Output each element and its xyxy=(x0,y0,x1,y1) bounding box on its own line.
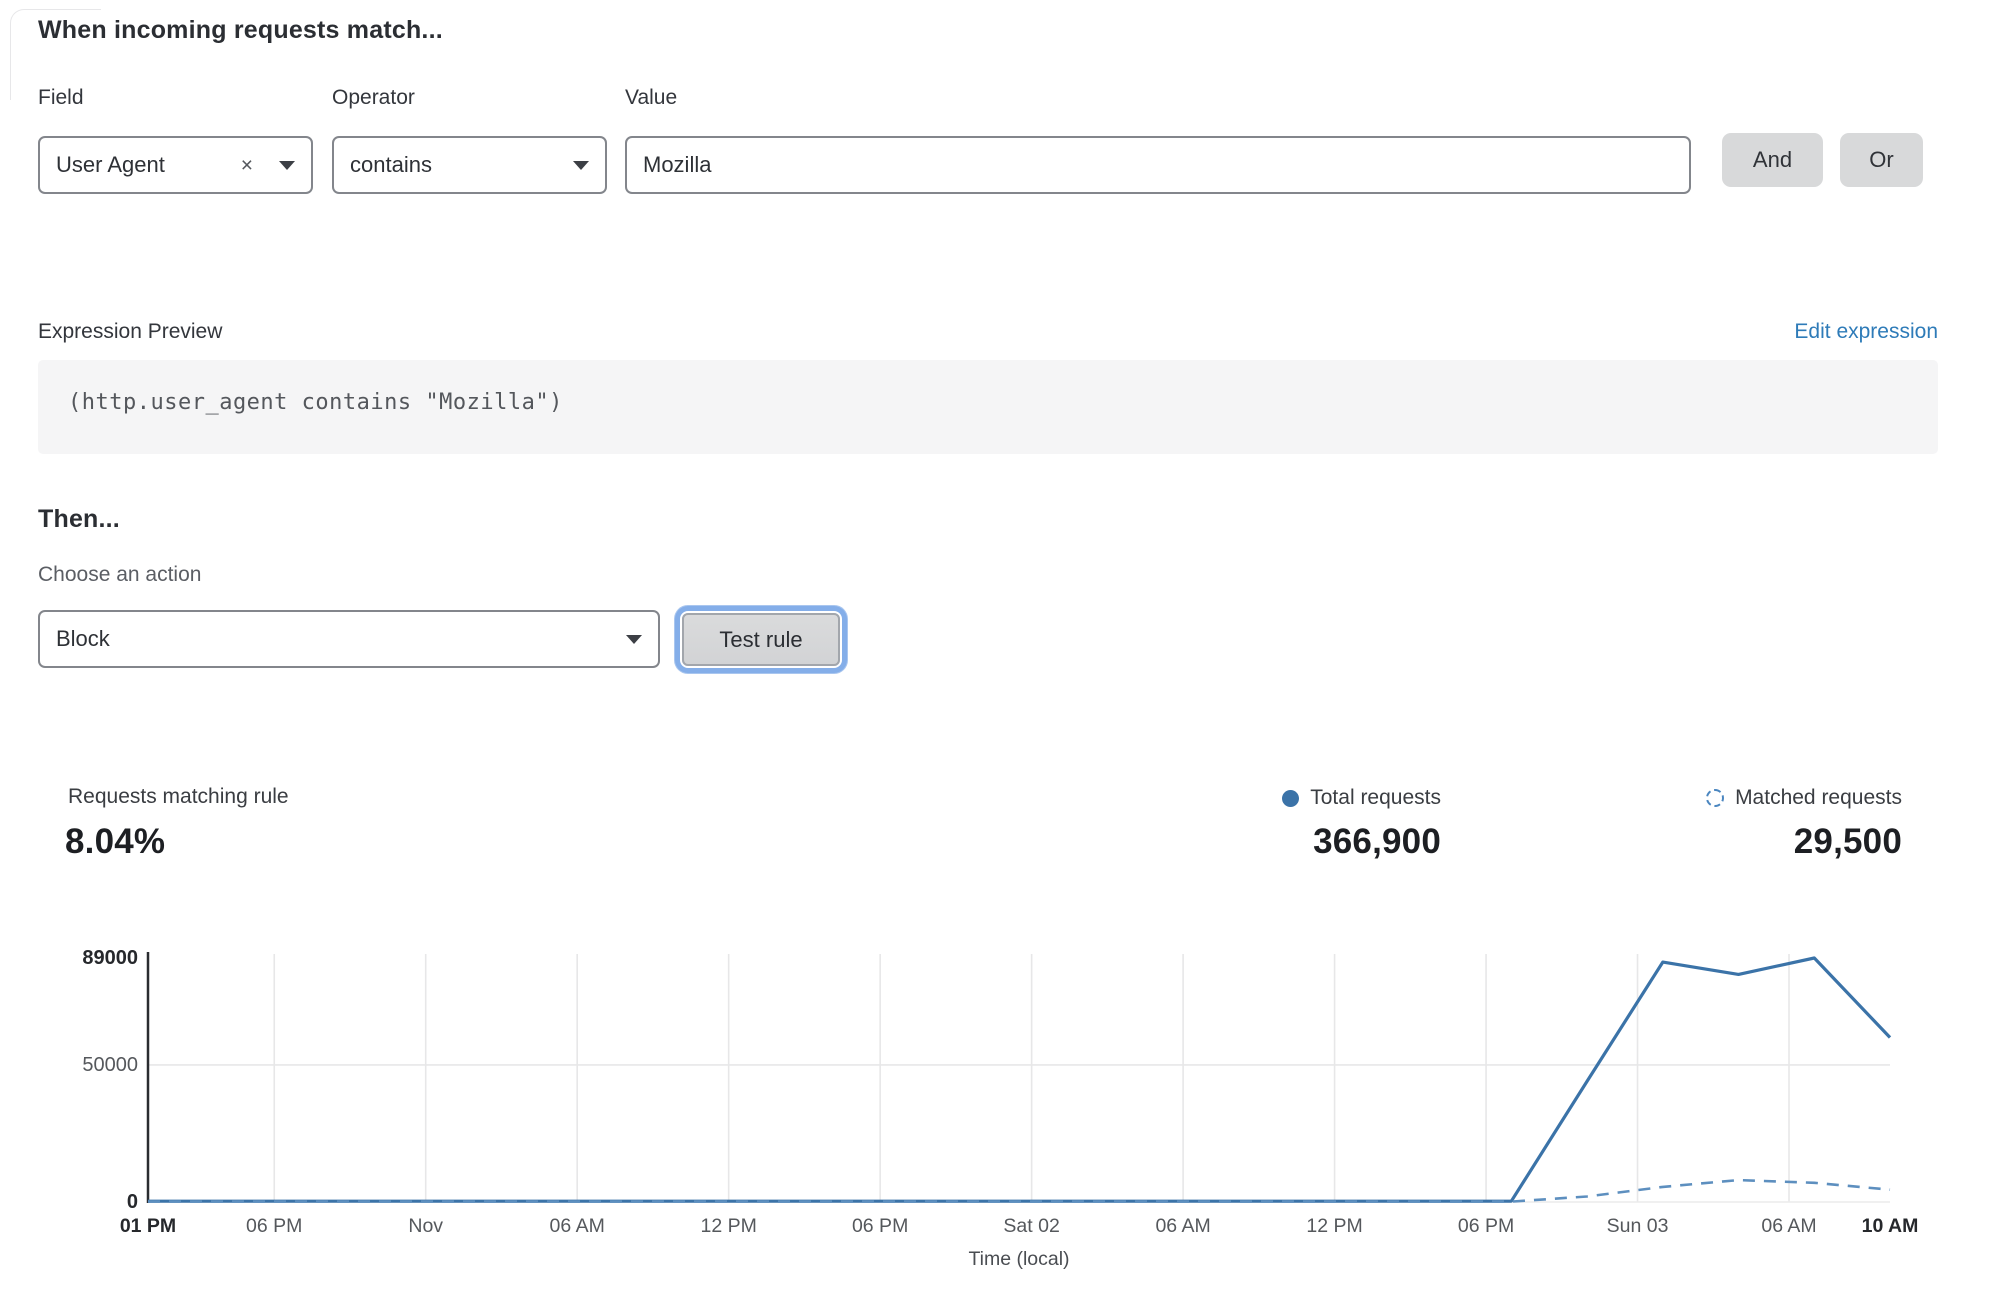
total-requests-dot-icon xyxy=(1282,789,1300,807)
svg-text:50000: 50000 xyxy=(82,1054,138,1076)
action-select-value: Block xyxy=(56,626,110,651)
matched-requests-value: 29,500 xyxy=(1793,822,1902,861)
expression-preview-label: Expression Preview xyxy=(38,320,223,343)
test-rule-button[interactable]: Test rule xyxy=(682,613,840,666)
svg-text:06 PM: 06 PM xyxy=(1458,1215,1514,1237)
total-requests-stat: Total requests 366,900 xyxy=(1121,785,1441,862)
chevron-down-icon xyxy=(626,634,642,644)
svg-text:10 AM: 10 AM xyxy=(1862,1215,1919,1237)
requests-time-series-chart: 0 50000 89000 01 PM 06 PM Nov 06 AM 12 PM 06 PM S… xyxy=(82,947,1919,1270)
value-column-label: Value xyxy=(625,86,678,109)
total-requests-label: Total requests xyxy=(1310,786,1441,809)
svg-text:06 AM: 06 AM xyxy=(550,1215,605,1237)
svg-text:06 AM: 06 AM xyxy=(1155,1215,1210,1237)
chevron-down-icon xyxy=(573,160,589,170)
requests-matching-value: 8.04% xyxy=(65,822,166,861)
matched-requests-stat: Matched requests 29,500 xyxy=(1562,785,1902,862)
and-button[interactable]: And xyxy=(1722,133,1823,187)
svg-text:Sun 03: Sun 03 xyxy=(1607,1215,1669,1237)
svg-text:Sat 02: Sat 02 xyxy=(1003,1215,1059,1237)
svg-text:Nov: Nov xyxy=(408,1215,443,1237)
operator-select[interactable]: contains xyxy=(332,136,607,194)
svg-text:06 PM: 06 PM xyxy=(852,1215,908,1237)
value-input[interactable] xyxy=(625,136,1691,194)
svg-text:06 AM: 06 AM xyxy=(1761,1215,1816,1237)
operator-select-value: contains xyxy=(350,152,432,177)
expression-code-box: (http.user_agent contains "Mozilla") xyxy=(38,360,1938,454)
card-corner-border xyxy=(10,9,101,100)
matched-requests-dashed-circle-icon xyxy=(1706,789,1725,807)
operator-column-label: Operator xyxy=(332,86,415,109)
svg-text:12 PM: 12 PM xyxy=(1306,1215,1362,1237)
field-select[interactable]: User Agent × xyxy=(38,136,313,194)
choose-action-label: Choose an action xyxy=(38,563,202,586)
match-section-title: When incoming requests match... xyxy=(38,16,443,44)
chevron-down-icon xyxy=(279,160,295,170)
svg-text:89000: 89000 xyxy=(82,947,138,969)
svg-text:12 PM: 12 PM xyxy=(700,1215,756,1237)
svg-text:0: 0 xyxy=(127,1191,138,1213)
matched-requests-label: Matched requests xyxy=(1735,786,1902,809)
or-button[interactable]: Or xyxy=(1840,133,1923,187)
expression-code: (http.user_agent contains "Mozilla") xyxy=(68,390,563,415)
svg-text:Time (local): Time (local) xyxy=(968,1248,1069,1270)
svg-text:06 PM: 06 PM xyxy=(246,1215,302,1237)
clear-field-icon[interactable]: × xyxy=(240,153,253,177)
total-requests-value: 366,900 xyxy=(1313,822,1441,861)
edit-expression-link[interactable]: Edit expression xyxy=(1794,320,1938,343)
action-select[interactable]: Block xyxy=(38,610,660,668)
field-select-value: User Agent xyxy=(56,152,165,177)
then-section-title: Then... xyxy=(38,505,120,533)
field-column-label: Field xyxy=(38,86,84,109)
requests-matching-label: Requests matching rule xyxy=(68,785,289,808)
svg-text:01 PM: 01 PM xyxy=(120,1215,176,1237)
